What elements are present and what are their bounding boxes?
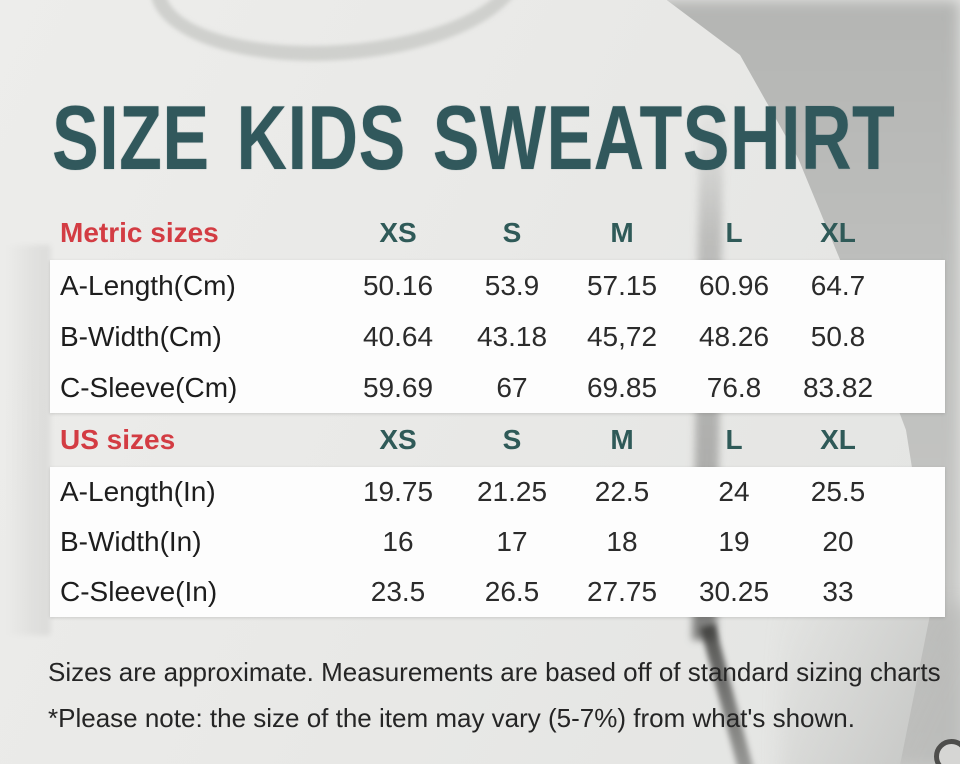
size-cell: 60.96 [698, 269, 770, 301]
sweatshirt-collar [144, 0, 531, 73]
size-cell: 19.75 [362, 476, 434, 507]
partial-logo-ring-icon [934, 739, 960, 764]
size-col-header-xs: XS [379, 217, 417, 248]
row-label: B-Width(In) [60, 526, 202, 557]
row-label: C-Sleeve(Cm) [60, 371, 238, 403]
size-col-header-l: L [725, 217, 743, 248]
size-cell: 26.5 [484, 576, 540, 607]
size-col-header-xs: XS [379, 424, 417, 455]
page-title: SIZE KIDS SWEATSHIRT [52, 87, 896, 189]
table-row: B-Width(Cm) 40.64 43.18 45,72 48.26 50.8 [50, 311, 945, 362]
us-rows-panel: A-Length(In) 19.75 21.25 22.5 24 25.5 B-… [50, 467, 945, 617]
size-cell: 40.64 [362, 320, 434, 352]
size-col-header-l: L [725, 424, 743, 455]
size-cell: 48.26 [698, 320, 770, 352]
size-col-header-m: M [610, 217, 634, 248]
size-cell: 64.7 [810, 269, 866, 301]
size-cell: 57.15 [586, 269, 658, 301]
row-label: A-Length(Cm) [60, 269, 236, 301]
size-cell: 30.25 [698, 576, 770, 607]
size-cell: 76.8 [706, 371, 762, 403]
size-cell: 21.25 [476, 476, 548, 507]
row-label: A-Length(In) [60, 476, 216, 507]
size-cell: 25.5 [810, 476, 866, 507]
size-col-header-s: S [502, 424, 522, 455]
size-cell: 69.85 [586, 371, 658, 403]
table-row: C-Sleeve(Cm) 59.69 67 69.85 76.8 83.82 [50, 362, 945, 413]
size-cell: 23.5 [370, 576, 426, 607]
size-cell: 50.8 [810, 320, 866, 352]
footnote-variance: *Please note: the size of the item may v… [48, 703, 855, 733]
footnotes: Sizes are approximate. Measurements are … [48, 649, 948, 741]
size-cell: 27.75 [586, 576, 658, 607]
size-col-header-xl: XL [820, 217, 856, 248]
size-cell: 22.5 [594, 476, 650, 507]
size-cell: 50.16 [362, 269, 434, 301]
us-header-row: US sizes XS S M L XL [50, 413, 945, 467]
footnote-approximate: Sizes are approximate. Measurements are … [48, 657, 941, 687]
size-cell: 83.82 [802, 371, 874, 403]
table-row: A-Length(Cm) 50.16 53.9 57.15 60.96 64.7 [50, 260, 945, 311]
size-cell: 18 [606, 526, 638, 557]
size-cell: 59.69 [362, 371, 434, 403]
size-cell: 20 [822, 526, 854, 557]
row-label: C-Sleeve(In) [60, 576, 218, 607]
size-table: Metric sizes XS S M L XL A-Length(Cm) 50… [50, 206, 945, 617]
size-cell: 17 [496, 526, 528, 557]
metric-sizes-label: Metric sizes [60, 217, 219, 248]
size-cell: 16 [382, 526, 414, 557]
size-cell: 45,72 [586, 320, 658, 352]
table-row: A-Length(In) 19.75 21.25 22.5 24 25.5 [50, 467, 945, 517]
size-cell: 24 [718, 476, 750, 507]
us-sizes-label: US sizes [60, 424, 176, 455]
size-cell: 67 [496, 371, 528, 403]
size-col-header-m: M [610, 424, 634, 455]
size-cell: 19 [718, 526, 750, 557]
size-col-header-s: S [502, 217, 522, 248]
table-row: C-Sleeve(In) 23.5 26.5 27.75 30.25 33 [50, 567, 945, 617]
left-fabric-shade [6, 245, 50, 635]
table-row: B-Width(In) 16 17 18 19 20 [50, 517, 945, 567]
size-cell: 43.18 [476, 320, 548, 352]
size-col-header-xl: XL [820, 424, 856, 455]
metric-header-row: Metric sizes XS S M L XL [50, 206, 945, 260]
row-label: B-Width(Cm) [60, 320, 222, 352]
size-cell: 33 [822, 576, 854, 607]
metric-rows-panel: A-Length(Cm) 50.16 53.9 57.15 60.96 64.7… [50, 260, 945, 413]
bottom-right-fabric-shade [780, 604, 960, 764]
size-cell: 53.9 [484, 269, 540, 301]
